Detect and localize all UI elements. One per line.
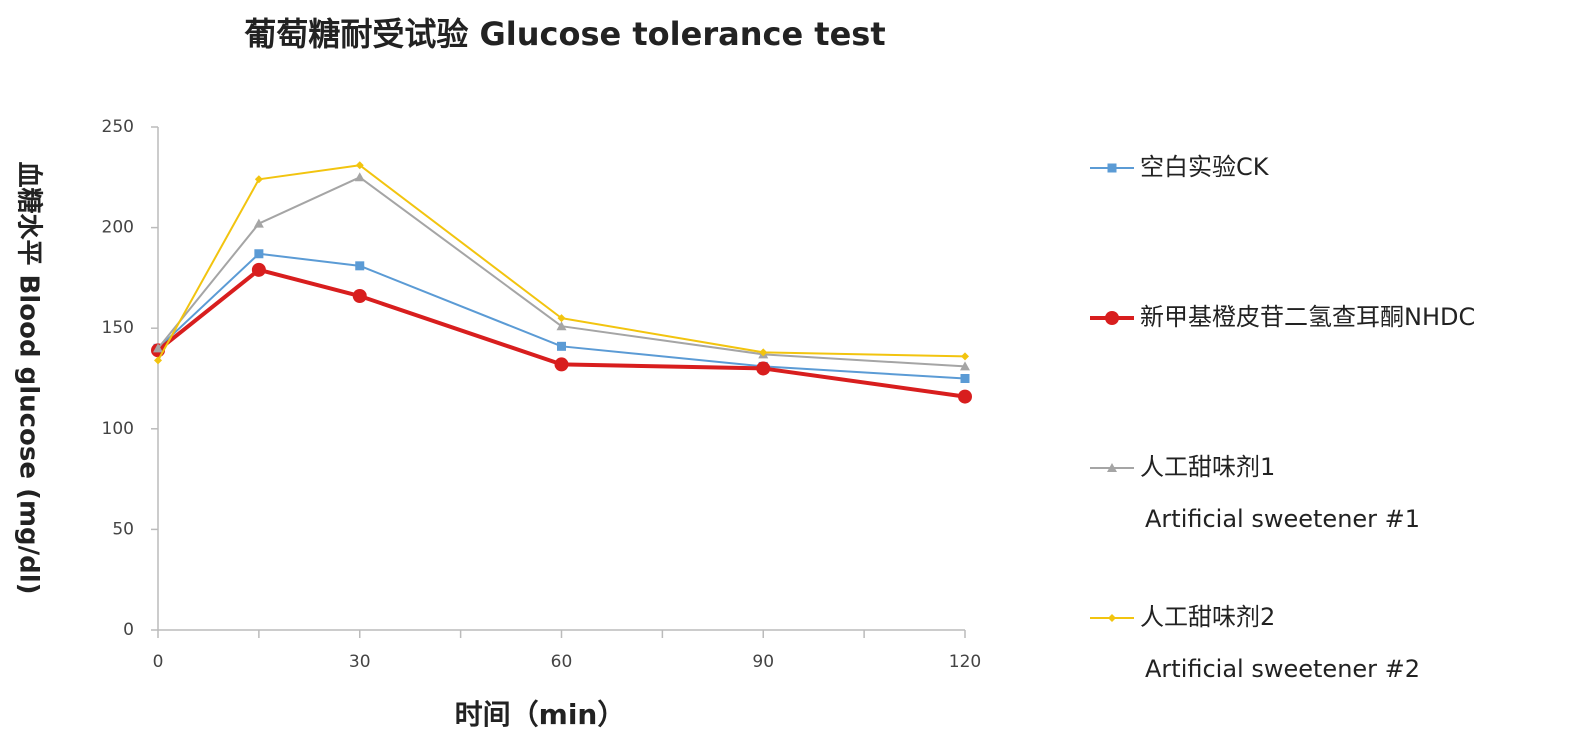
y-tick-label: 50 <box>112 519 134 539</box>
marker <box>354 172 365 182</box>
y-tick-label: 150 <box>102 318 134 338</box>
marker <box>254 175 263 184</box>
marker <box>557 314 566 323</box>
marker <box>153 343 163 353</box>
legend-label: 人工甜味剂2 <box>1140 603 1275 631</box>
marker <box>251 262 266 277</box>
marker <box>355 161 364 170</box>
legend-label: 新甲基橙皮苷二氢查耳酮NHDC <box>1140 303 1475 331</box>
marker <box>355 261 365 271</box>
x-axis-label: 时间（min） <box>455 698 626 731</box>
y-tick-label: 200 <box>102 218 134 238</box>
marker <box>154 356 162 365</box>
legend-label: Artificial sweetener #1 <box>1145 505 1420 533</box>
marker <box>756 361 771 376</box>
x-tick-label: 120 <box>949 652 981 672</box>
series-line <box>157 164 966 361</box>
y-tick-label: 250 <box>102 117 134 137</box>
marker <box>254 249 264 259</box>
legend-label: Artificial sweetener #2 <box>1145 655 1420 683</box>
marker <box>1107 163 1117 173</box>
marker <box>961 352 969 361</box>
marker <box>554 357 569 372</box>
marker <box>960 374 970 383</box>
y-axis-label: 血糖水平 Blood glucose (mg/dl) <box>14 161 45 594</box>
chart-title: 葡萄糖耐受试验 Glucose tolerance test <box>244 15 885 53</box>
legend-label: 空白实验CK <box>1140 153 1270 181</box>
marker <box>1107 463 1117 472</box>
legend-label: 人工甜味剂1 <box>1140 453 1275 481</box>
x-tick-label: 0 <box>153 652 164 672</box>
marker <box>759 348 768 357</box>
marker <box>960 361 970 371</box>
marker <box>556 321 567 331</box>
series-line <box>157 252 966 380</box>
x-tick-label: 60 <box>551 652 573 672</box>
y-tick-label: 100 <box>102 419 134 439</box>
marker <box>253 218 264 228</box>
y-tick-label: 0 <box>123 620 134 640</box>
x-tick-label: 90 <box>752 652 774 672</box>
marker <box>557 341 566 351</box>
marker <box>1105 311 1119 325</box>
x-tick-label: 30 <box>349 652 371 672</box>
marker <box>1108 614 1116 622</box>
series-line <box>156 267 966 399</box>
marker <box>352 289 367 304</box>
series-line <box>157 176 966 368</box>
marker <box>958 389 972 404</box>
